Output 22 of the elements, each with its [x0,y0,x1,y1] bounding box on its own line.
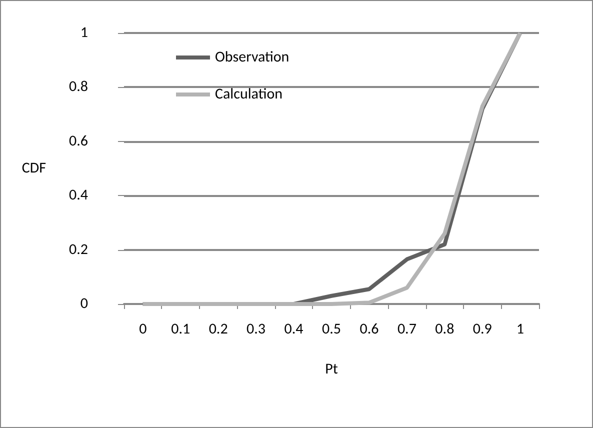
y-tick-label: 0 [80,295,88,313]
y-tick-label: 1 [80,24,88,42]
x-axis-title: Pt [325,360,338,378]
x-tick-label: 0.7 [397,320,417,338]
legend-label: Observation [215,48,290,66]
x-tick-label: 1 [516,320,524,338]
x-tick-label: 0.4 [284,320,304,338]
y-axis-title: CDF [22,160,46,178]
y-tick-label: 0.8 [69,78,88,96]
x-tick-label: 0 [139,320,148,338]
y-tick-label: 0.6 [69,132,88,150]
x-tick-label: 0.5 [322,320,341,338]
y-tick-label: 0.2 [69,240,88,259]
x-tick-label: 0.3 [246,320,266,338]
x-tick-label: 0.1 [171,320,190,338]
x-tick-label: 0.6 [360,320,380,338]
x-tick-label: 0.2 [208,320,228,338]
legend-label: Calculation [215,86,282,104]
x-tick-label: 0.8 [435,320,454,338]
line-series [140,31,522,306]
x-tick-label: 0.9 [472,320,492,338]
y-tick-label: 0.4 [69,186,88,205]
